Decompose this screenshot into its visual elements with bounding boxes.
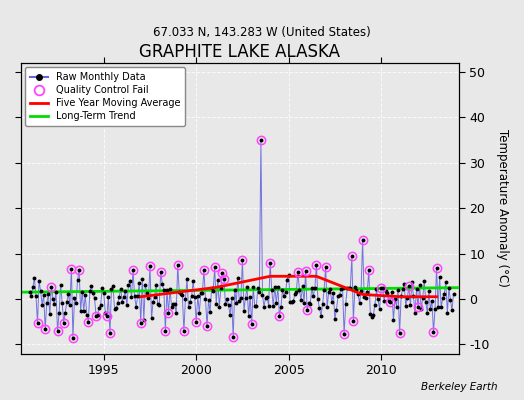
- Text: Berkeley Earth: Berkeley Earth: [421, 382, 498, 392]
- Title: GRAPHITE LAKE ALASKA: GRAPHITE LAKE ALASKA: [139, 43, 340, 61]
- Y-axis label: Temperature Anomaly (°C): Temperature Anomaly (°C): [496, 129, 509, 287]
- Legend: Raw Monthly Data, Quality Control Fail, Five Year Moving Average, Long-Term Tren: Raw Monthly Data, Quality Control Fail, …: [26, 68, 185, 126]
- Text: 67.033 N, 143.283 W (United States): 67.033 N, 143.283 W (United States): [153, 26, 371, 39]
